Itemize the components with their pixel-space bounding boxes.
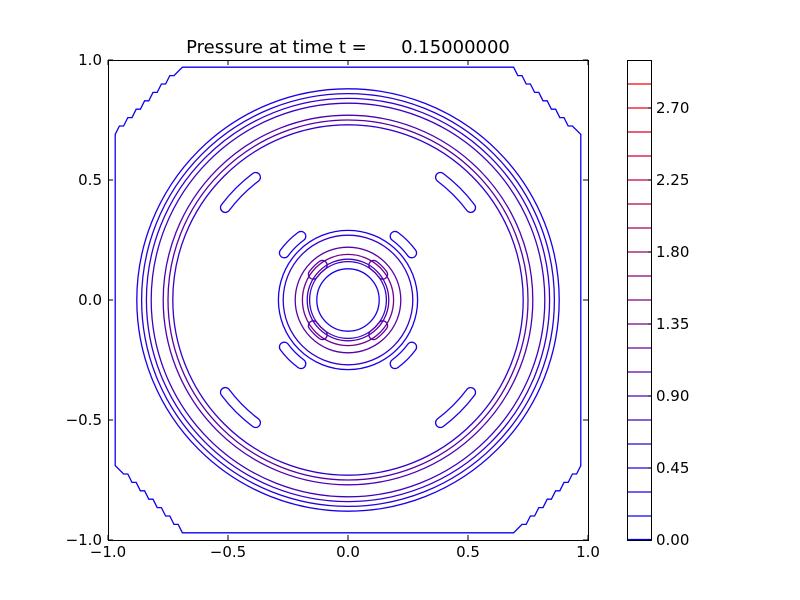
contour-ring-4 — [150, 102, 546, 498]
contour-ring-1 — [136, 88, 560, 512]
contour-ring-2 — [140, 92, 556, 508]
y-tick-label: −0.5 — [66, 411, 102, 429]
contour-island-16-2 — [278, 341, 307, 370]
colorbar-level-lines — [628, 83, 652, 541]
colorbar-frame — [627, 60, 652, 541]
contour-ring-8 — [277, 229, 419, 371]
colorbar-ticks: 0.00 0.45 0.90 1.35 1.80 2.25 2.70 — [648, 99, 689, 549]
x-tick-label: 1.0 — [576, 543, 600, 561]
colorbar-tick-label: 1.35 — [656, 315, 689, 333]
contour-outer-boundary — [114, 66, 582, 534]
contour-island-15-3 — [435, 387, 477, 429]
contour-ring-11 — [301, 253, 395, 347]
contour-island-15-2 — [219, 387, 261, 429]
contour-ring-14 — [316, 268, 380, 332]
colorbar-tick-label: 1.80 — [656, 243, 689, 261]
x-tick-label: 0.0 — [336, 543, 360, 561]
y-axis: −1.0 −0.5 0.0 0.5 1.0 — [66, 51, 588, 549]
chart-title: Pressure at time t = 0.15000000 — [186, 37, 510, 58]
x-axis: −1.0 −0.5 0.0 0.5 1.0 — [90, 60, 600, 561]
colorbar-tick-label: 2.70 — [656, 99, 689, 117]
contour-island-17-0 — [368, 259, 389, 280]
x-tick-label: −1.0 — [90, 543, 126, 561]
colorbar-tick-label: 2.25 — [656, 171, 689, 189]
contour-island-15-1 — [219, 171, 261, 213]
contour-ring-5 — [162, 114, 534, 486]
contour-island-17-1 — [307, 259, 328, 280]
contour-ring-13 — [308, 260, 388, 340]
contour-ring-7 — [172, 124, 524, 476]
y-tick-label: 0.5 — [78, 171, 102, 189]
contour-island-17-2 — [307, 320, 328, 341]
y-tick-label: 1.0 — [78, 51, 102, 69]
colorbar-tick-label: 0.90 — [656, 387, 689, 405]
contour-island-16-0 — [389, 230, 418, 259]
contour-island-17-3 — [368, 320, 389, 341]
x-tick-label: 0.5 — [456, 543, 480, 561]
contour-lines — [114, 66, 582, 534]
colorbar-tick-label: 0.45 — [656, 459, 689, 477]
x-tick-label: −0.5 — [210, 543, 246, 561]
y-tick-label: −1.0 — [66, 531, 102, 549]
contour-ring-10 — [294, 246, 402, 354]
y-tick-label: 0.0 — [78, 291, 102, 309]
contour-ring-6 — [167, 119, 529, 481]
colorbar-tick-label: 0.00 — [656, 531, 689, 549]
contour-island-16-3 — [389, 341, 418, 370]
contour-island-15-0 — [435, 171, 477, 213]
contour-island-16-1 — [278, 230, 307, 259]
contour-ring-3 — [145, 97, 551, 503]
colorbar: 0.00 0.45 0.90 1.35 1.80 2.25 2.70 — [627, 60, 689, 549]
contour-ring-9 — [282, 234, 414, 366]
plot-area: −1.0 −0.5 0.0 0.5 1.0 −1.0 −0.5 0.0 0.5 1.0 — [66, 51, 600, 561]
contour-ring-12 — [306, 258, 390, 342]
